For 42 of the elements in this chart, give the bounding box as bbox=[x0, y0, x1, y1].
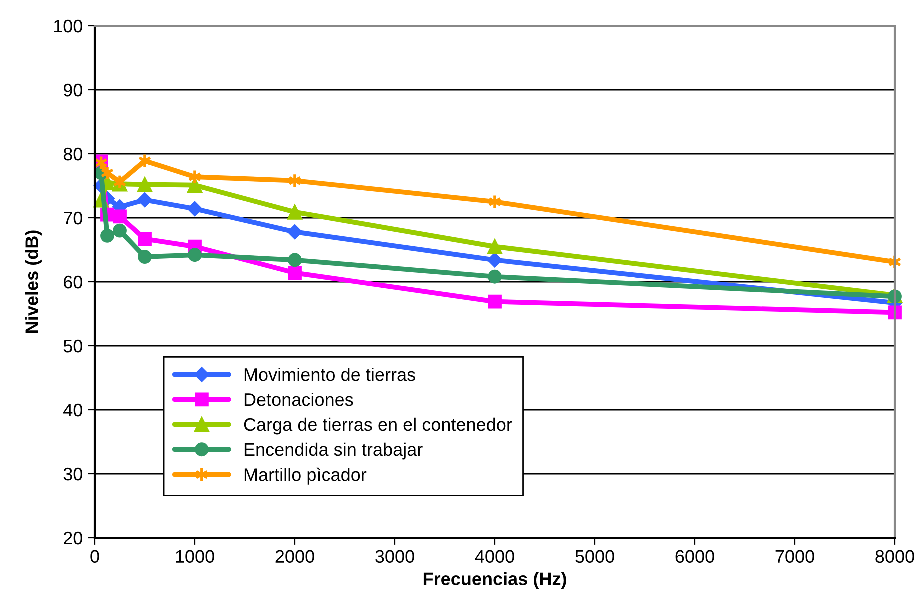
legend-label: Movimiento de tierras bbox=[244, 368, 416, 382]
y-tick-label: 60 bbox=[64, 276, 82, 289]
point bbox=[488, 270, 502, 284]
legend-label: Martillo pìcador bbox=[244, 468, 367, 485]
y-tick-label: 30 bbox=[64, 468, 82, 481]
y-tick-label: 100 bbox=[54, 20, 82, 33]
y-tick-label: 20 bbox=[64, 532, 82, 545]
y-tick-label: 40 bbox=[64, 404, 82, 417]
point bbox=[288, 253, 302, 268]
x-tick-label: 5000 bbox=[576, 550, 614, 564]
x-tick-label: 3000 bbox=[376, 550, 414, 564]
y-axis-title: Niveles (dB) bbox=[25, 230, 42, 333]
legend-label: Carga de tierras en el contenedor bbox=[244, 418, 512, 435]
y-tick-label: 90 bbox=[64, 84, 82, 97]
x-tick-label: 0 bbox=[90, 550, 100, 564]
x-tick-label: 1000 bbox=[176, 550, 214, 564]
point bbox=[487, 239, 503, 254]
point bbox=[138, 232, 152, 246]
x-axis-title: Frecuencias (Hz) bbox=[424, 572, 566, 590]
y-tick-label: 50 bbox=[64, 340, 82, 353]
x-tick-label: 4000 bbox=[475, 550, 514, 564]
point bbox=[287, 204, 303, 220]
point bbox=[113, 210, 127, 224]
point bbox=[137, 192, 153, 208]
x-tick-label: 8000 bbox=[876, 550, 914, 564]
point bbox=[488, 294, 502, 309]
legend-label: Detonaciones bbox=[244, 392, 354, 406]
x-tick-label: 7000 bbox=[776, 550, 814, 564]
point bbox=[188, 248, 202, 262]
x-tick-label: 2000 bbox=[276, 550, 314, 564]
point bbox=[487, 252, 503, 268]
x-tick-label: 6000 bbox=[676, 550, 714, 564]
point bbox=[287, 224, 303, 240]
y-tick-label: 70 bbox=[64, 212, 82, 225]
point bbox=[113, 224, 127, 238]
point bbox=[100, 228, 114, 243]
point bbox=[137, 177, 153, 192]
y-tick-label: 80 bbox=[64, 148, 82, 161]
point bbox=[138, 250, 152, 264]
point bbox=[288, 266, 302, 280]
legend-label: Encendida sin trabajar bbox=[244, 442, 423, 460]
point bbox=[187, 201, 203, 217]
